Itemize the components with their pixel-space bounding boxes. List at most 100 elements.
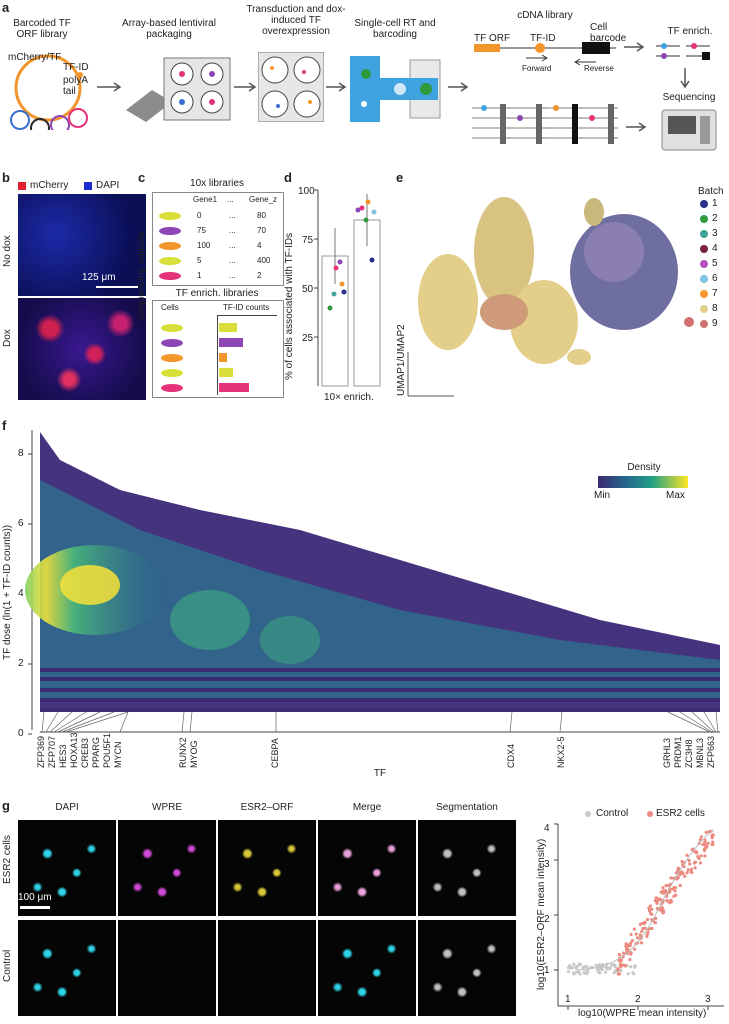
scatter-point — [626, 972, 630, 976]
wells-diagram — [258, 52, 324, 122]
micrograph — [18, 920, 116, 1016]
panel-label-d: d — [284, 170, 292, 185]
tfid-count-bar — [219, 323, 237, 332]
scatter-point — [678, 872, 682, 877]
col-header-dots: ... — [227, 195, 234, 204]
scatter-point — [582, 970, 586, 974]
cell-oval — [159, 242, 181, 250]
col-header-gene1: Gene1 — [193, 195, 218, 204]
table-row: 5... 400 — [153, 254, 283, 268]
g-legend-esr2: ESR2 cells — [656, 808, 705, 819]
scatter-point — [594, 963, 598, 967]
scatter-point — [648, 904, 652, 908]
sequencer-icon — [661, 109, 717, 151]
g-col-header: WPRE — [152, 802, 182, 813]
density-title: Density — [627, 462, 661, 473]
scatter-point — [683, 874, 687, 878]
scatter-point — [639, 941, 644, 945]
g-row-label-control: Control — [2, 949, 13, 982]
scatter-point — [706, 841, 710, 845]
scatter-point — [710, 836, 714, 840]
c-title-top: 10x libraries — [190, 178, 244, 189]
scatter-point — [680, 870, 684, 874]
legend-label: 9 — [712, 318, 718, 329]
cdna-construct — [474, 42, 616, 66]
cell-oval — [161, 354, 183, 362]
g-legend-control: Control — [596, 808, 629, 819]
scatter-point — [575, 970, 579, 974]
d-ytick-25: 25 — [302, 333, 314, 344]
scatter-point — [653, 899, 657, 903]
cdna-label-tforf: TF ORF — [474, 33, 511, 44]
f-ytick-4: 4 — [18, 588, 24, 599]
scatter-point — [653, 921, 657, 925]
scatter-point — [598, 971, 602, 975]
scatter-point — [655, 901, 659, 905]
scatter-point — [699, 835, 704, 839]
batch-legend: 1 2 3 4 5 6 7 8 9 — [700, 198, 728, 338]
panel-label-f: f — [2, 418, 7, 433]
micrograph — [18, 820, 116, 916]
legend-dot — [700, 230, 708, 238]
counts-table: Gene1 ... Gene_z 0... 80 75... 70 100... 4 5..… — [152, 192, 284, 286]
scatter-point — [643, 920, 647, 924]
legend-dot — [700, 245, 708, 253]
cell-oval — [161, 384, 183, 392]
scatter-point — [616, 967, 620, 971]
legend-label: 8 — [712, 303, 718, 314]
tf-label: GRHL3 — [662, 737, 672, 768]
tf-label: PPARG — [91, 737, 101, 768]
scatter-point — [694, 850, 698, 854]
scatter-point — [685, 853, 689, 857]
f-ytick-6: 6 — [18, 518, 24, 529]
scatter-point — [610, 963, 614, 967]
g-col-header: Merge — [352, 802, 382, 813]
cdna-title: cDNA library — [517, 10, 573, 21]
g-col-header: Segmentation — [436, 802, 498, 813]
scatter-point — [650, 926, 654, 931]
legend-label: 1 — [712, 198, 718, 209]
scatter-point — [582, 965, 586, 969]
image-no-dox — [18, 194, 146, 296]
tf-label: CREB3 — [80, 737, 90, 768]
plasmid-diagram — [10, 54, 88, 130]
col-header-genez: Gene_z — [249, 195, 278, 204]
scatter-point — [705, 845, 709, 849]
plasmid-label-mcherry: mCherry/TF — [8, 52, 62, 63]
scatter-point — [633, 965, 637, 969]
scatter-point — [678, 883, 682, 888]
cell-oval — [159, 257, 181, 265]
legend-dot — [700, 260, 708, 268]
g-col-header: DAPI — [55, 802, 79, 813]
cell-oval — [159, 227, 181, 235]
scale-bar-label-g: 100 μm — [18, 892, 52, 903]
scatter-point — [617, 958, 621, 963]
panel-label-c: c — [138, 170, 146, 185]
cell-oval — [161, 324, 183, 332]
micrograph — [118, 820, 216, 916]
micrograph — [418, 820, 516, 916]
micrograph — [318, 820, 416, 916]
scatter-point — [672, 885, 676, 890]
scatter-point — [619, 964, 623, 968]
legend-dot — [700, 200, 708, 208]
scatter-point — [672, 894, 676, 898]
scatter-point — [676, 868, 680, 872]
scatter-point — [630, 939, 635, 943]
g-row-label-esr2: ESR2 cells — [2, 835, 13, 884]
cell-genez: 2 — [257, 271, 262, 280]
scatter-point — [629, 965, 633, 969]
cdna-label-reverse: Reverse — [584, 64, 614, 73]
panel-label-b: b — [2, 170, 10, 185]
scale-bar-label-b: 125 μm — [82, 272, 116, 283]
scatter-point — [575, 964, 580, 968]
legend-label: 3 — [712, 228, 718, 239]
scatter-point — [703, 854, 707, 858]
scatter-point — [689, 870, 693, 874]
density-plot-f — [25, 430, 720, 735]
tfid-count-bar — [219, 338, 243, 347]
arrow-icon — [234, 82, 257, 92]
scatter-point — [572, 962, 576, 966]
scatter-point — [616, 972, 620, 976]
f-ytick-0: 0 — [18, 728, 24, 739]
